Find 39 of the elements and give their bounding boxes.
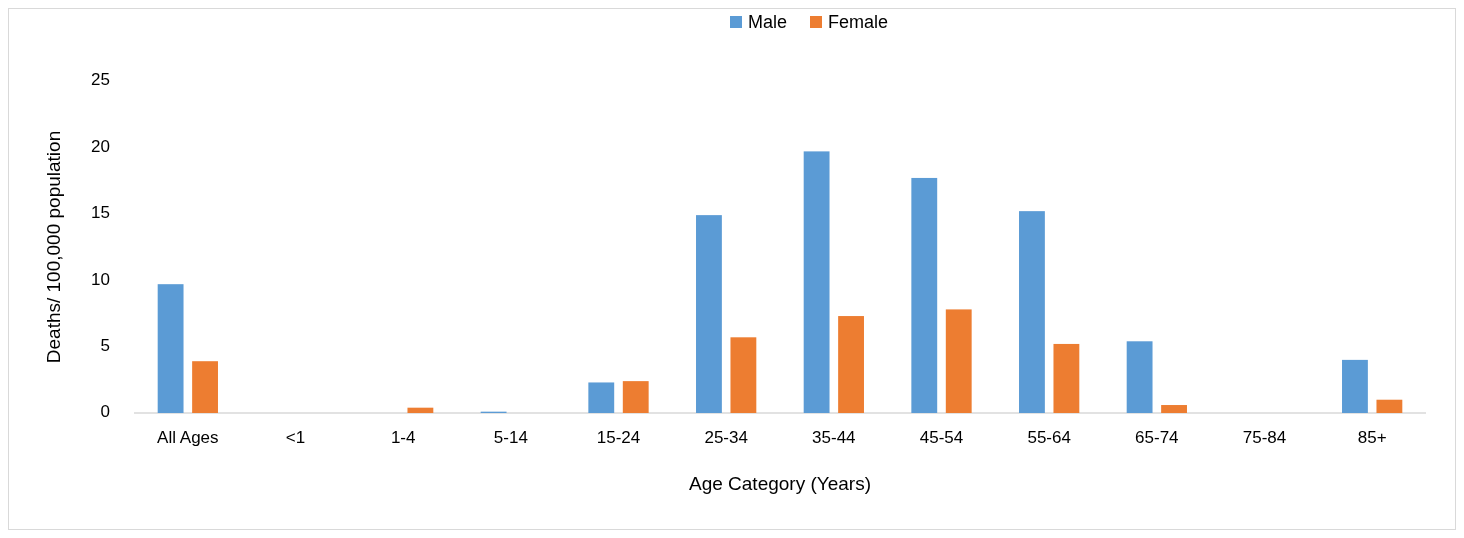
bar xyxy=(911,177,938,413)
bar xyxy=(730,337,757,413)
x-tick-label: 1-4 xyxy=(390,428,416,447)
x-tick-label: 85+ xyxy=(1357,428,1387,447)
x-tick-label: 15-24 xyxy=(596,428,641,447)
y-tick-label: 10 xyxy=(91,269,110,289)
x-axis-title: Age Category (Years) xyxy=(688,473,872,494)
y-tick-label: 20 xyxy=(91,136,110,156)
bar xyxy=(192,361,218,413)
x-tick-label: <1 xyxy=(285,428,306,447)
bar xyxy=(838,316,864,413)
y-tick-label: 15 xyxy=(91,203,110,223)
legend-label: Male xyxy=(748,12,788,32)
bar xyxy=(1342,359,1368,413)
legend-label: Female xyxy=(828,12,889,32)
y-axis-title: Deaths/ 100,000 population xyxy=(43,130,64,364)
x-tick-label: 35-44 xyxy=(812,428,856,447)
bar xyxy=(157,284,184,413)
bar xyxy=(803,151,830,413)
x-tick-label: 25-34 xyxy=(704,428,748,447)
bar xyxy=(945,309,972,413)
x-tick-label: 65-74 xyxy=(1135,428,1179,447)
x-tick-label: 75-84 xyxy=(1242,428,1287,447)
bar xyxy=(407,407,434,413)
y-tick-label: 25 xyxy=(91,70,110,90)
bar xyxy=(1053,343,1080,413)
x-tick-label: 5-14 xyxy=(493,428,528,447)
x-tick-label: All Ages xyxy=(157,428,219,447)
y-tick-label: 5 xyxy=(100,336,110,356)
bar xyxy=(1126,341,1153,413)
bar xyxy=(1161,405,1187,413)
bar xyxy=(622,381,649,413)
x-tick-label: 45-54 xyxy=(919,428,964,447)
bar xyxy=(1019,211,1045,413)
bar xyxy=(1376,399,1403,413)
bar xyxy=(696,215,722,413)
y-tick-label: 0 xyxy=(100,402,110,422)
x-tick-label: 55-64 xyxy=(1027,428,1071,447)
bar xyxy=(588,382,615,413)
